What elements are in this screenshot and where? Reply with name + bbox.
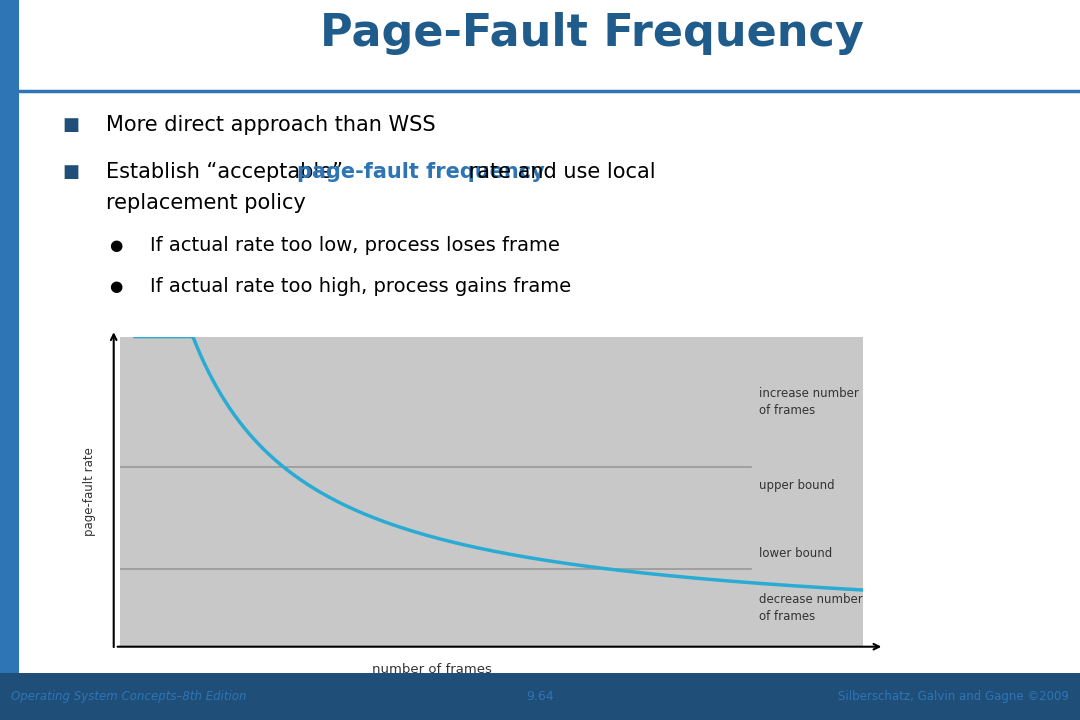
Text: rate and use local: rate and use local — [462, 162, 656, 181]
Text: ■: ■ — [62, 163, 79, 181]
Text: ■: ■ — [62, 115, 79, 133]
Text: Page-Fault Frequency: Page-Fault Frequency — [320, 12, 864, 55]
Text: page-fault rate: page-fault rate — [83, 447, 96, 536]
Text: More direct approach than WSS: More direct approach than WSS — [107, 114, 436, 135]
Text: 9.64: 9.64 — [526, 690, 554, 703]
Text: number of frames: number of frames — [373, 663, 491, 676]
Text: replacement policy: replacement policy — [107, 193, 307, 213]
Text: lower bound: lower bound — [758, 546, 832, 559]
Text: Silberschatz, Galvin and Gagne ©2009: Silberschatz, Galvin and Gagne ©2009 — [838, 690, 1069, 703]
Text: page-fault frequency: page-fault frequency — [297, 162, 544, 181]
Text: Operating System Concepts–8th Edition: Operating System Concepts–8th Edition — [11, 690, 246, 703]
Text: If actual rate too low, process loses frame: If actual rate too low, process loses fr… — [150, 236, 559, 255]
Text: ●: ● — [109, 238, 123, 253]
Text: ●: ● — [109, 279, 123, 294]
Text: If actual rate too high, process gains frame: If actual rate too high, process gains f… — [150, 276, 571, 296]
Text: upper bound: upper bound — [758, 479, 834, 492]
Text: Establish “acceptable”: Establish “acceptable” — [107, 162, 350, 181]
Text: decrease number
of frames: decrease number of frames — [758, 593, 863, 623]
Text: increase number
of frames: increase number of frames — [758, 387, 859, 417]
